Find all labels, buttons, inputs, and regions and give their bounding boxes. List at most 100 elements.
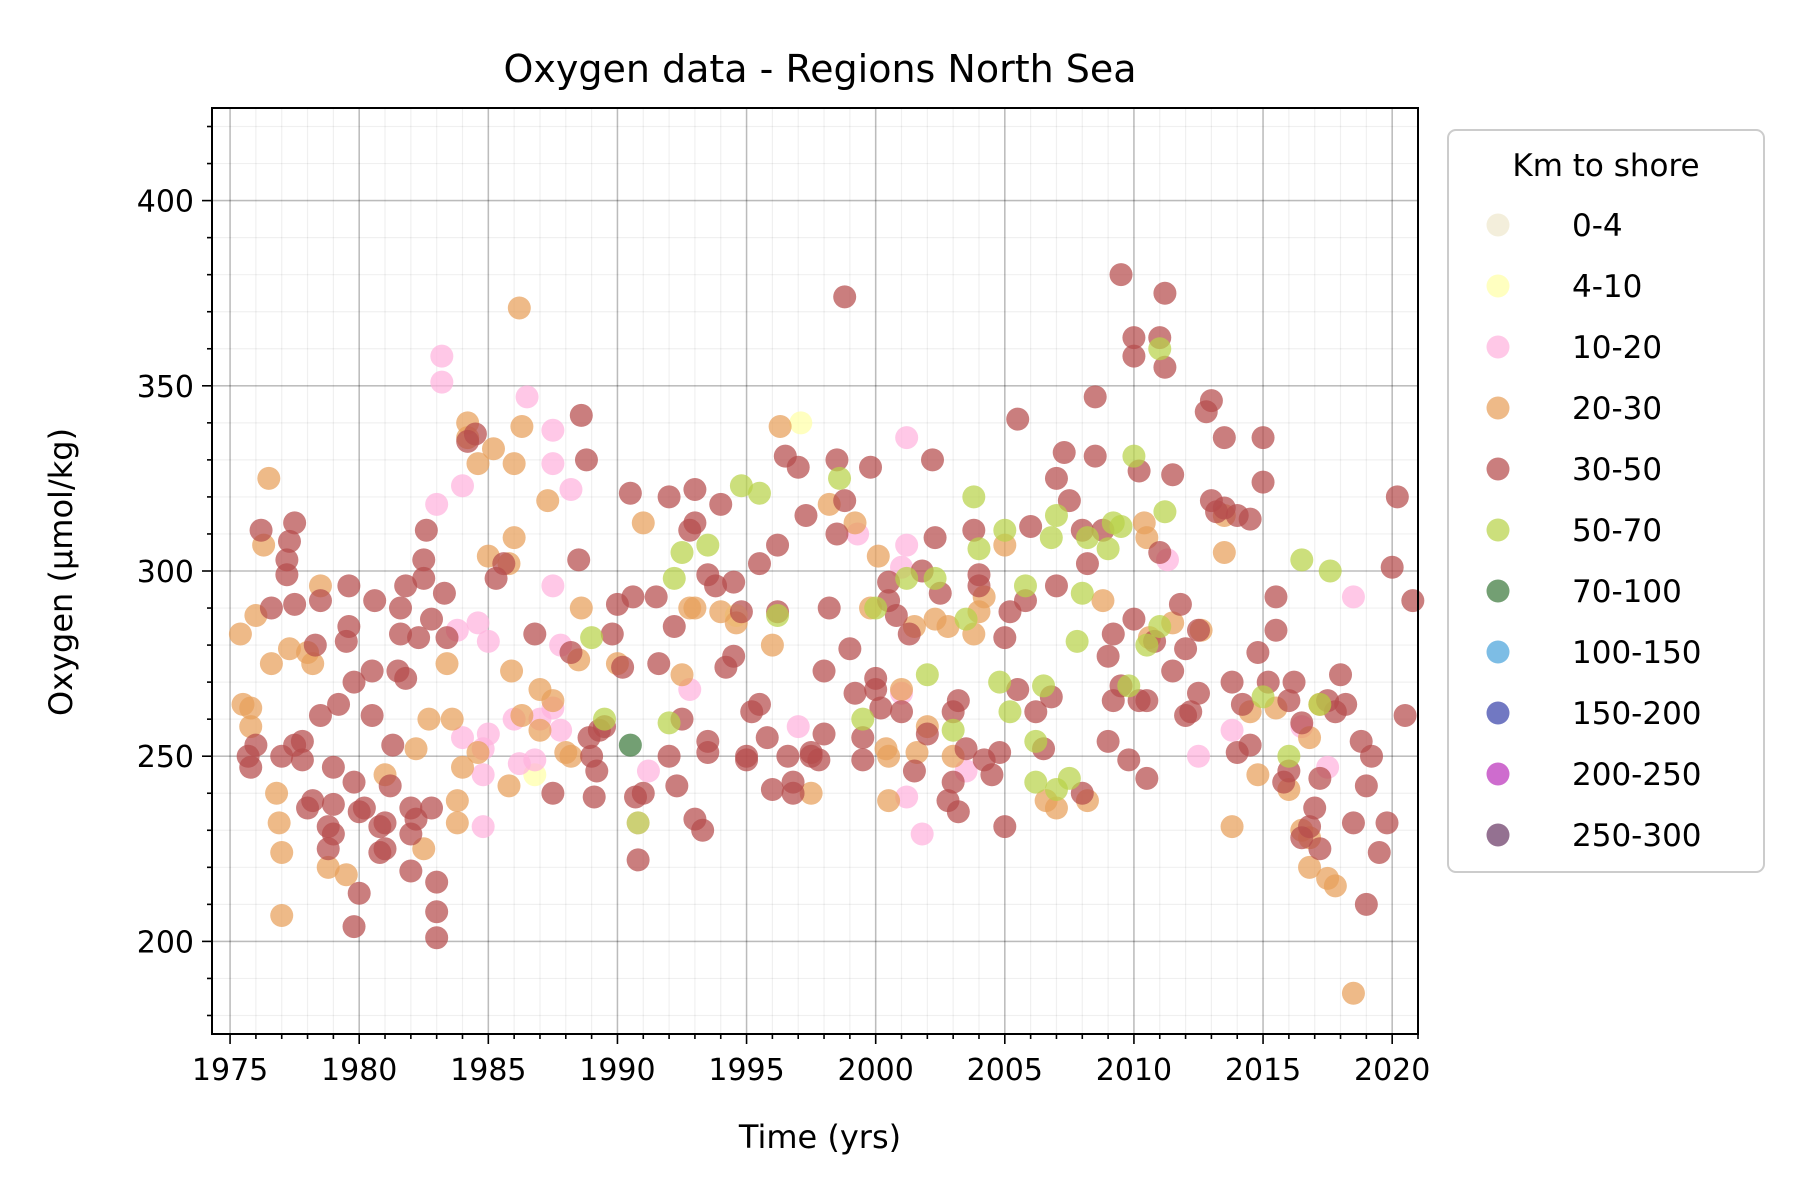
data-point — [946, 800, 970, 824]
x-tick-label: 1985 — [450, 1053, 526, 1088]
legend-marker — [1486, 701, 1510, 725]
data-point — [549, 718, 573, 742]
data-point — [696, 729, 720, 753]
data-point — [450, 726, 474, 750]
data-point — [1380, 555, 1404, 579]
data-point — [404, 737, 428, 761]
data-point — [239, 715, 263, 739]
data-point — [993, 815, 1017, 839]
data-point — [1013, 574, 1037, 598]
legend-label: 250-300 — [1572, 818, 1702, 854]
data-point — [381, 733, 405, 757]
y-tick-label: 250 — [137, 740, 194, 775]
data-point — [1153, 281, 1177, 305]
data-point — [864, 678, 888, 702]
data-point — [1323, 874, 1347, 898]
data-point — [1135, 766, 1159, 790]
data-point — [1277, 744, 1301, 768]
data-point — [1109, 515, 1133, 539]
legend-label: 20-30 — [1572, 391, 1662, 427]
data-point — [657, 485, 681, 509]
data-point — [417, 707, 441, 731]
data-point — [283, 592, 307, 616]
data-point — [259, 652, 283, 676]
data-point — [1375, 811, 1399, 835]
data-point — [921, 448, 945, 472]
data-point — [644, 585, 668, 609]
data-point — [923, 526, 947, 550]
legend-marker — [1486, 640, 1510, 664]
data-point — [781, 781, 805, 805]
data-point — [337, 615, 361, 639]
legend-item: 150-200 — [1486, 696, 1702, 732]
data-point — [812, 659, 836, 683]
data-point — [569, 403, 593, 427]
data-point — [1148, 615, 1172, 639]
legend-marker — [1486, 396, 1510, 420]
data-point — [342, 915, 366, 939]
data-point — [342, 670, 366, 694]
data-point — [412, 566, 436, 590]
x-axis-label: Time (yrs) — [738, 1118, 901, 1156]
data-point — [394, 574, 418, 598]
data-point — [877, 789, 901, 813]
data-point — [528, 718, 552, 742]
legend-label: 4-10 — [1572, 269, 1642, 305]
data-point — [492, 552, 516, 576]
data-point — [569, 596, 593, 620]
data-point — [884, 603, 908, 627]
data-point — [1161, 463, 1185, 487]
data-point — [1148, 337, 1172, 361]
legend-item: 200-250 — [1486, 757, 1702, 793]
data-point — [430, 370, 454, 394]
y-tick-label: 350 — [137, 370, 194, 405]
data-point — [1065, 629, 1089, 653]
legend: Km to shore 0-4 4-10 10-20 20-30 30-50 50-70 7… — [1447, 129, 1765, 873]
y-tick-label: 200 — [137, 925, 194, 960]
data-point — [593, 707, 617, 731]
legend-marker — [1486, 579, 1510, 603]
data-point — [877, 570, 901, 594]
data-point — [425, 926, 449, 950]
data-point — [510, 703, 534, 727]
data-point — [825, 522, 849, 546]
data-point — [1117, 748, 1141, 772]
data-point — [290, 748, 314, 772]
data-point — [1039, 526, 1063, 550]
data-point — [267, 811, 291, 835]
data-point — [327, 692, 351, 716]
data-point — [559, 478, 583, 502]
data-point — [523, 622, 547, 646]
legend-item: 4-10 — [1486, 269, 1642, 305]
data-point — [998, 700, 1022, 724]
data-point — [412, 837, 436, 861]
data-point — [541, 574, 565, 598]
data-point — [722, 570, 746, 594]
data-point — [890, 700, 914, 724]
data-point — [1070, 781, 1094, 805]
data-point — [662, 615, 686, 639]
data-point — [1329, 663, 1353, 687]
data-point — [1019, 515, 1043, 539]
data-point — [1024, 729, 1048, 753]
data-point — [683, 511, 707, 535]
data-point — [1220, 718, 1244, 742]
data-point — [389, 622, 413, 646]
data-point — [471, 763, 495, 787]
data-point — [270, 841, 294, 865]
data-point — [747, 481, 771, 505]
data-point — [890, 678, 914, 702]
data-point — [729, 474, 753, 498]
data-point — [766, 603, 790, 627]
data-point — [993, 626, 1017, 650]
data-point — [363, 589, 387, 613]
data-point — [1308, 766, 1332, 790]
data-point — [895, 533, 919, 557]
data-point — [1308, 692, 1332, 716]
data-point — [414, 518, 438, 542]
legend-label: 30-50 — [1572, 452, 1662, 488]
legend-item: 20-30 — [1486, 391, 1662, 427]
data-point — [500, 659, 524, 683]
data-point — [851, 726, 875, 750]
data-point — [308, 703, 332, 727]
